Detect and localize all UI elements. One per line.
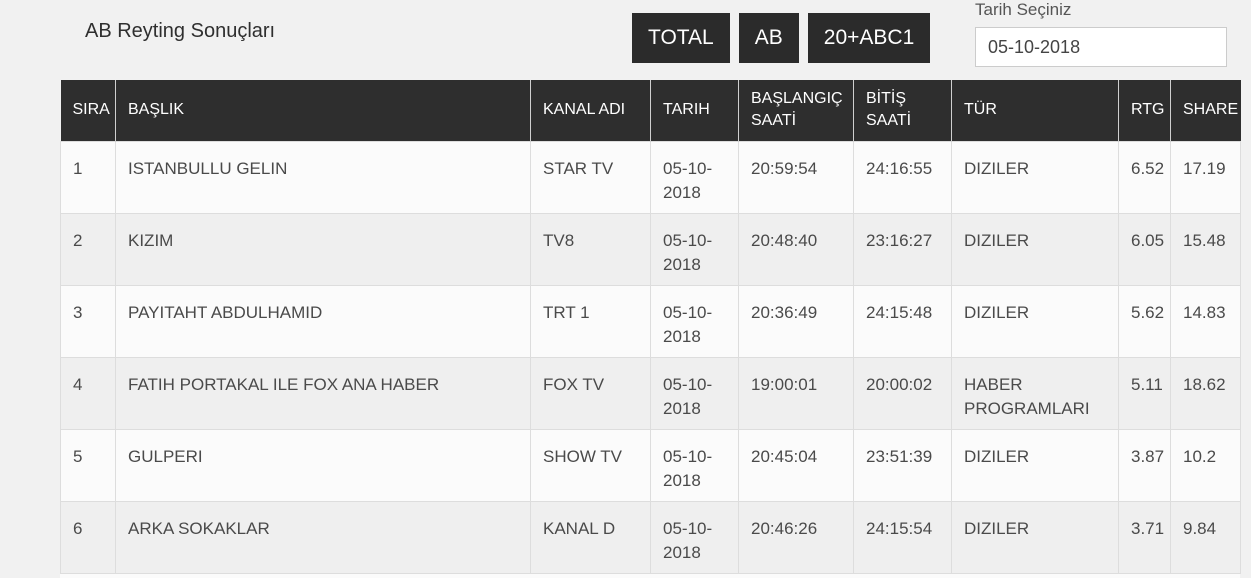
table-cell: 5 <box>60 428 116 502</box>
table-cell: 24:15:48 <box>853 284 952 358</box>
table-cell: GULPERI <box>115 428 531 502</box>
table-cell: 24:15:54 <box>853 500 952 574</box>
table-row: 1 ISTANBULLU GELIN STAR TV 05-10-2018 20:59:… <box>60 140 1241 214</box>
column-header: BAŞLIK <box>115 80 531 141</box>
table-cell: 20:59:54 <box>738 140 854 214</box>
table-cell: TV8 <box>530 212 651 286</box>
page-title: AB Reyting Sonuçları <box>85 20 276 42</box>
table-cell: 05-10-2018 <box>650 356 739 430</box>
table-cell: DIZILER <box>951 284 1119 358</box>
table-row: 2 KIZIM TV8 05-10-2018 20:48:40 23:16:27 DIZIL… <box>60 212 1241 286</box>
table-cell: 14.83 <box>1170 284 1241 358</box>
column-header: SHARE <box>1170 80 1241 141</box>
column-header: TÜR <box>951 80 1119 141</box>
table-cell: 6 <box>60 500 116 574</box>
table-cell: FATIH PORTAKAL ILE FOX ANA HABER <box>115 356 531 430</box>
column-header: BİTİŞ SAATİ <box>853 80 952 141</box>
table-cell: KIZIM <box>115 212 531 286</box>
date-picker-group: Tarih Seçiniz <box>975 0 1227 67</box>
table-cell: 20:46:26 <box>738 500 854 574</box>
column-header: KANAL ADI <box>530 80 651 141</box>
table-cell: TRT 1 <box>530 284 651 358</box>
partial-next-row <box>60 574 1240 578</box>
table-cell: 20:00:02 <box>853 356 952 430</box>
table-cell: 05-10-2018 <box>650 428 739 502</box>
table-cell: HABER PROGRAMLARI <box>951 356 1119 430</box>
table-cell: 05-10-2018 <box>650 284 739 358</box>
table-cell: 18.62 <box>1170 356 1241 430</box>
date-input[interactable] <box>975 27 1227 67</box>
table-cell: DIZILER <box>951 140 1119 214</box>
column-header: RTG <box>1118 80 1171 141</box>
table-cell: 2 <box>60 212 116 286</box>
table-cell: 05-10-2018 <box>650 212 739 286</box>
table-row: 6 ARKA SOKAKLAR KANAL D 05-10-2018 20:46:26 2… <box>60 500 1241 574</box>
table-cell: STAR TV <box>530 140 651 214</box>
date-picker-label: Tarih Seçiniz <box>975 0 1072 19</box>
table-cell: 17.19 <box>1170 140 1241 214</box>
table-cell: 3 <box>60 284 116 358</box>
table-cell: 9.84 <box>1170 500 1241 574</box>
table-cell: PAYITAHT ABDULHAMID <box>115 284 531 358</box>
column-header: TARIH <box>650 80 739 141</box>
column-header: BAŞLANGIÇ SAATİ <box>738 80 854 141</box>
table-header-row: SIRA BAŞLIK KANAL ADI TARIH BAŞLANGIÇ SAATİ B… <box>60 80 1241 141</box>
table-cell: 05-10-2018 <box>650 500 739 574</box>
table-cell: FOX TV <box>530 356 651 430</box>
table-cell: 5.11 <box>1118 356 1171 430</box>
table-cell: 19:00:01 <box>738 356 854 430</box>
table-body: 1 ISTANBULLU GELIN STAR TV 05-10-2018 20:59:… <box>60 140 1241 574</box>
table-cell: 24:16:55 <box>853 140 952 214</box>
filter-button-group: TOTAL AB 20+ABC1 <box>632 13 931 63</box>
filter-button-ab[interactable]: AB <box>738 13 799 63</box>
table-cell: 4 <box>60 356 116 430</box>
table-cell: 20:36:49 <box>738 284 854 358</box>
table-cell: 6.52 <box>1118 140 1171 214</box>
table-header: SIRA BAŞLIK KANAL ADI TARIH BAŞLANGIÇ SAATİ B… <box>60 80 1241 141</box>
ratings-table: SIRA BAŞLIK KANAL ADI TARIH BAŞLANGIÇ SAATİ B… <box>60 80 1241 574</box>
column-header: SIRA <box>60 80 116 141</box>
table-cell: 20:45:04 <box>738 428 854 502</box>
table-cell: DIZILER <box>951 212 1119 286</box>
table-cell: 3.87 <box>1118 428 1171 502</box>
table-cell: 15.48 <box>1170 212 1241 286</box>
table-cell: 23:16:27 <box>853 212 952 286</box>
table-cell: 05-10-2018 <box>650 140 739 214</box>
table-cell: 5.62 <box>1118 284 1171 358</box>
table-cell: ISTANBULLU GELIN <box>115 140 531 214</box>
table-cell: 3.71 <box>1118 500 1171 574</box>
table-row: 3 PAYITAHT ABDULHAMID TRT 1 05-10-2018 20:36… <box>60 284 1241 358</box>
filter-button-total[interactable]: TOTAL <box>632 13 730 63</box>
table-cell: DIZILER <box>951 428 1119 502</box>
table-cell: SHOW TV <box>530 428 651 502</box>
table-cell: 6.05 <box>1118 212 1171 286</box>
table-cell: 23:51:39 <box>853 428 952 502</box>
table-cell: 1 <box>60 140 116 214</box>
table-row: 5 GULPERI SHOW TV 05-10-2018 20:45:04 23:51:3… <box>60 428 1241 502</box>
table-cell: 10.2 <box>1170 428 1241 502</box>
table-cell: KANAL D <box>530 500 651 574</box>
table-cell: 20:48:40 <box>738 212 854 286</box>
table-row: 4 FATIH PORTAKAL ILE FOX ANA HABER FOX TV 0… <box>60 356 1241 430</box>
table-cell: ARKA SOKAKLAR <box>115 500 531 574</box>
filter-button-20abc1[interactable]: 20+ABC1 <box>807 13 931 63</box>
table-cell: DIZILER <box>951 500 1119 574</box>
